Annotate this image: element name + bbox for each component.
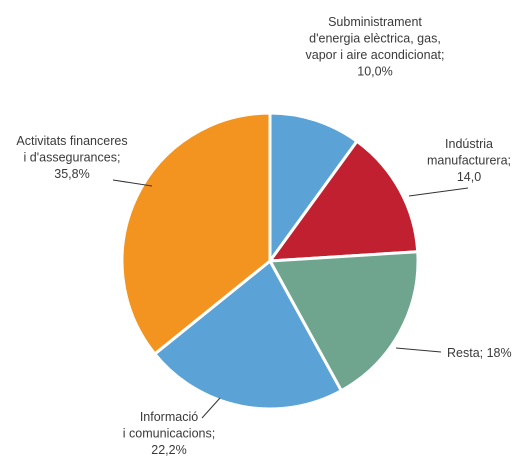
slice-label-line: vapor i aire acondicionat;: [306, 48, 445, 62]
slice-label-line: Subministrament: [328, 15, 422, 29]
slice-label-line: Informació: [140, 410, 198, 424]
pie-slice: [153, 259, 343, 411]
slice-label-line: manufacturera;: [427, 154, 511, 168]
slice-labels: Subministrament d'energia elèctrica, gas,…: [16, 15, 511, 457]
leader-lines: [112, 179, 469, 419]
slice-label-line: 14,0: [457, 170, 481, 184]
leader-line: [395, 347, 442, 353]
slice-label-line: Activitats financeres: [16, 134, 127, 148]
slice-label-line: Resta; 18%: [447, 346, 512, 360]
leader-line: [112, 179, 153, 187]
pie-slice: [268, 111, 359, 263]
leader-line: [201, 397, 221, 419]
slice-label-line: 22,2%: [151, 443, 186, 457]
slice-label-line: 10,0%: [357, 65, 392, 79]
pie-slice: [268, 139, 420, 263]
slice-label-line: i d'assegurances;: [24, 151, 121, 165]
slice-label-line: 35,8%: [54, 167, 89, 181]
pie-slice: [120, 111, 272, 356]
slice-label: Indústria manufacturera; 14,0: [427, 137, 511, 184]
slice-label-line: i comunicacions;: [123, 427, 215, 441]
pie-slices: [120, 111, 420, 411]
slice-label: Activitats financeres i d'assegurances; 35…: [16, 134, 127, 181]
slice-label: Resta; 18%: [447, 346, 512, 360]
leader-line: [408, 187, 469, 197]
slice-label-line: d'energia elèctrica, gas,: [309, 32, 441, 46]
slice-label: Subministrament d'energia elèctrica, gas,…: [306, 15, 445, 79]
slice-label-line: Indústria: [445, 137, 493, 151]
slice-label: Informació i comunicacions; 22,2%: [123, 410, 215, 457]
pie-slice: [268, 250, 420, 393]
